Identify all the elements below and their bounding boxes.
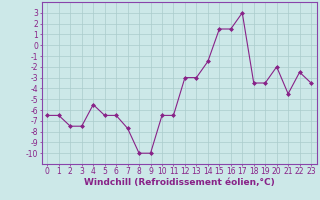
X-axis label: Windchill (Refroidissement éolien,°C): Windchill (Refroidissement éolien,°C)	[84, 178, 275, 187]
